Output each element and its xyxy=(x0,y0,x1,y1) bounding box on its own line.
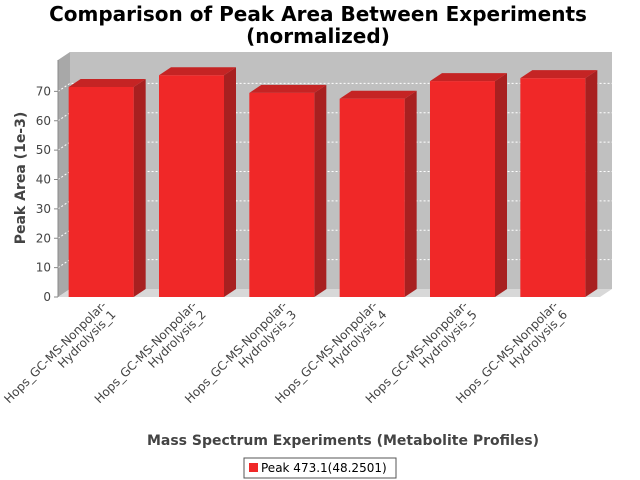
plot-left-wall xyxy=(58,52,70,297)
gridline xyxy=(57,112,612,122)
y-axis-ticks: 0 10 20 30 40 50 60 70 xyxy=(36,60,59,304)
bar-side xyxy=(224,67,236,297)
x-axis-label: Mass Spectrum Experiments (Metabolite Pr… xyxy=(147,433,539,449)
chart-title-line-2: (normalized) xyxy=(246,24,390,48)
bar-top xyxy=(520,70,598,79)
legend: Peak 473.1(48.2501) xyxy=(243,457,397,479)
legend-box xyxy=(243,457,397,479)
gridlines xyxy=(57,82,612,269)
bar-series xyxy=(68,67,598,297)
bar-side xyxy=(585,70,598,297)
gridline xyxy=(57,200,612,210)
bar-group xyxy=(68,78,146,297)
bar-group xyxy=(249,84,327,297)
gridline xyxy=(57,229,612,239)
legend-swatch xyxy=(249,463,258,472)
y-tick-label: 30 xyxy=(36,202,51,216)
bar-group xyxy=(159,67,236,297)
bar-group xyxy=(430,73,507,297)
y-tick-label: 20 xyxy=(36,231,51,245)
y-tick-label: 50 xyxy=(36,143,51,157)
bar xyxy=(68,86,134,297)
gridline xyxy=(57,259,612,269)
legend-label: Peak 473.1(48.2501) xyxy=(261,461,387,475)
bar-top xyxy=(339,90,417,99)
bar-top xyxy=(430,73,507,82)
x-axis-category-labels: Hops_GC-MS-Nonpolar-Hydrolysis_1Hops_GC-… xyxy=(1,298,570,406)
bar-top xyxy=(249,84,327,93)
bar-top xyxy=(68,78,146,87)
bar-side xyxy=(404,90,417,297)
y-tick-label: 40 xyxy=(36,173,51,187)
bar-group xyxy=(520,70,598,297)
y-tick-label: 60 xyxy=(36,114,51,128)
bar-side xyxy=(133,78,146,297)
bar xyxy=(249,92,315,297)
y-axis-label: Peak Area (1e-3) xyxy=(13,112,29,245)
x-category-label-line: Hops_GC-MS-Nonpolar- xyxy=(1,298,109,406)
gridline xyxy=(57,82,612,92)
y-tick-label: 0 xyxy=(43,290,51,304)
bar xyxy=(339,98,405,297)
bar xyxy=(520,78,586,297)
gridline xyxy=(57,141,612,151)
bar-side xyxy=(495,73,507,297)
bar-top xyxy=(159,67,236,76)
bar xyxy=(430,81,495,297)
gridline xyxy=(57,171,612,180)
chart-title-line-1: Comparison of Peak Area Between Experime… xyxy=(49,2,587,26)
bar-group xyxy=(339,90,417,297)
y-tick-label: 70 xyxy=(36,84,51,98)
y-tick-label: 10 xyxy=(36,261,51,275)
bar xyxy=(159,75,224,297)
bar-side xyxy=(314,84,327,297)
